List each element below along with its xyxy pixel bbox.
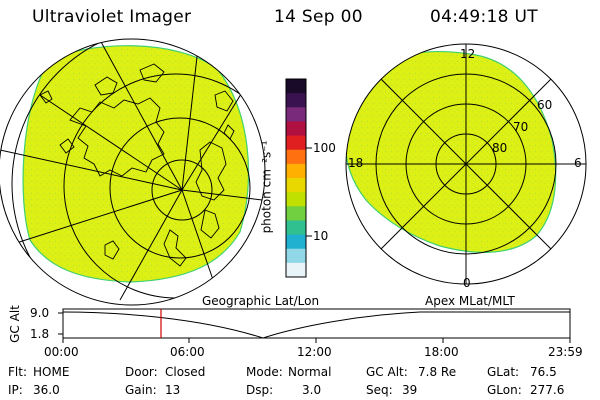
- status-dsp-label: Dsp:: [246, 383, 274, 397]
- colorbar-cell: [286, 178, 306, 193]
- date-label: 14 Sep 00: [274, 7, 363, 27]
- magnetic-polar-plot: [345, 43, 587, 285]
- status-gain-label: Gain:: [125, 383, 157, 397]
- colorbar-cell: [286, 192, 306, 207]
- status-door-label: Door:: [125, 365, 158, 379]
- colorbar-label-10: 10: [313, 229, 329, 243]
- coastline-outlines: [39, 63, 235, 267]
- orbit-xtick-1200: 12:00: [297, 345, 332, 359]
- uv-emission-region-mag: [346, 50, 557, 253]
- left-panel-caption: Geographic Lat/Lon: [202, 294, 320, 308]
- status-ip-label: IP:: [8, 383, 23, 397]
- colorbar-cell: [286, 149, 306, 165]
- status-door-value: Closed: [165, 365, 206, 379]
- mlt-label-0: 0: [463, 276, 471, 290]
- colorbar-cell: [286, 79, 306, 94]
- orbit-xtick-1800: 18:00: [424, 345, 459, 359]
- status-seq-label: Seq:: [366, 383, 393, 397]
- status-glat-value: 76.5: [530, 365, 557, 379]
- status-mode-label: Mode:: [246, 365, 283, 379]
- colorbar-label-100: 100: [313, 141, 336, 155]
- mlt-label-12: 12: [460, 47, 476, 61]
- status-mode-value: Normal: [288, 365, 332, 379]
- colorbar-cell: [286, 93, 306, 108]
- geographic-map: [0, 38, 266, 306]
- status-seq-value: 39: [402, 383, 418, 397]
- colorbar-units-label: photon cm⁻²s⁻¹: [259, 140, 274, 234]
- mlat-label-60: 60: [537, 98, 553, 112]
- orbit-xtick-0600: 06:00: [170, 345, 205, 359]
- right-panel-caption: Apex MLat/MLT: [425, 294, 515, 308]
- status-ip-value: 36.0: [33, 383, 60, 397]
- status-glat-label: GLat:: [487, 365, 520, 379]
- colorbar-cell: [286, 206, 306, 221]
- colorbar-cell: [286, 107, 306, 122]
- colorbar-cell: [286, 220, 306, 236]
- colorbar-cell: [286, 248, 306, 264]
- orbit-xtick-0000: 00:00: [44, 345, 79, 359]
- colorbar-cell: [286, 234, 306, 250]
- mlat-label-70: 70: [513, 120, 529, 134]
- status-glon-label: GLon:: [487, 383, 522, 397]
- colorbar-cell: [286, 135, 306, 151]
- colorbar-cell: [286, 121, 306, 137]
- status-glon-value: 277.6: [530, 383, 565, 397]
- mlat-label-80: 80: [492, 141, 508, 155]
- status-gcalt-label: GC Alt:: [366, 365, 408, 379]
- time-label: 04:49:18 UT: [430, 7, 538, 27]
- mlt-label-6: 6: [574, 156, 582, 170]
- colorbar: [285, 78, 312, 278]
- status-gcalt-value: 7.8 Re: [418, 365, 457, 379]
- orbit-altitude-plot: [58, 308, 571, 343]
- status-gain-value: 13: [165, 383, 181, 397]
- orbit-xtick-2359: 23:59: [548, 345, 583, 359]
- orbit-ytick-1-8: 1.8: [30, 327, 50, 341]
- orbit-ylabel: GC Alt: [7, 305, 22, 343]
- colorbar-cell: [286, 262, 306, 278]
- status-flight-label: Flt:: [8, 365, 27, 379]
- app-title: Ultraviolet Imager: [32, 7, 192, 27]
- colorbar-cell: [286, 163, 306, 179]
- status-flight-value: HOME: [33, 365, 70, 379]
- mlt-label-18: 18: [348, 156, 364, 170]
- colorbar-gradient: [286, 79, 306, 278]
- altitude-curve: [62, 311, 570, 339]
- status-dsp-value: 3.0: [302, 383, 322, 397]
- orbit-ytick-9: 9.0: [30, 306, 50, 320]
